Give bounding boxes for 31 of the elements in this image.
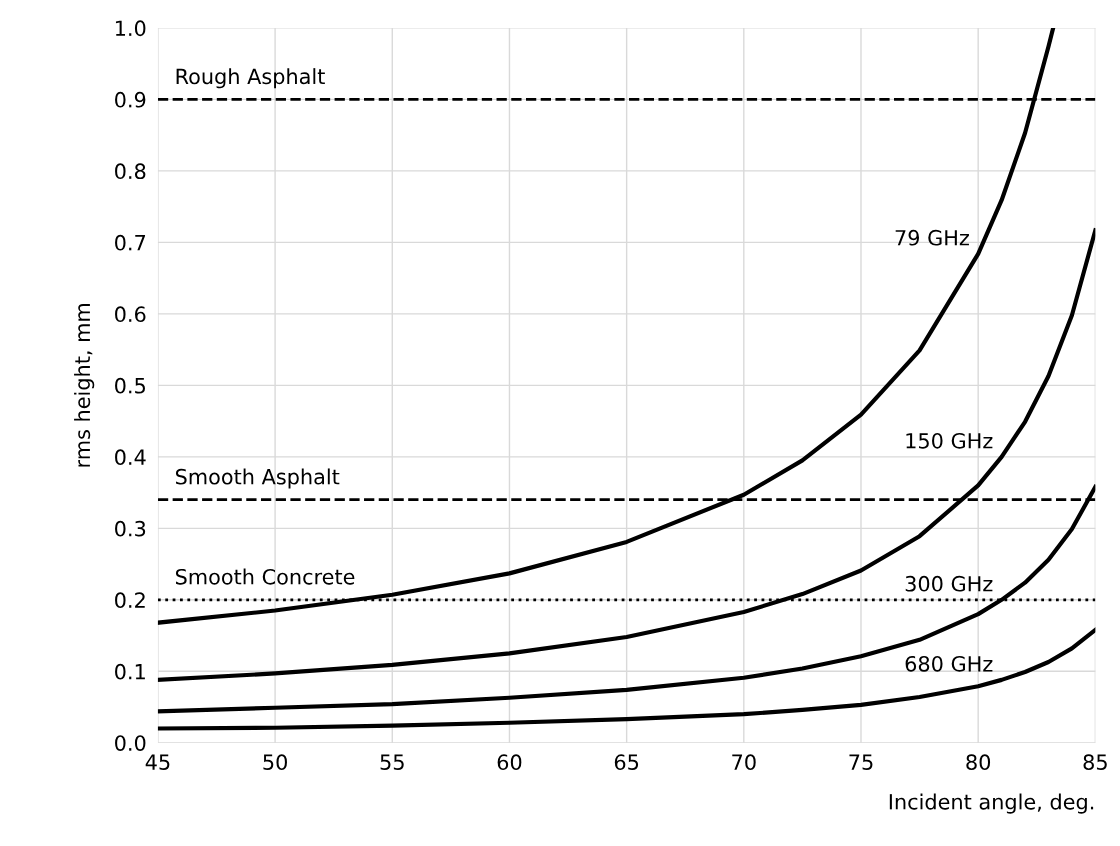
x-tick-label: 50 <box>263 754 287 771</box>
series-label: 150 GHz <box>906 432 993 449</box>
y-tick-label: 0.0 <box>115 735 146 751</box>
y-tick-label: 0.4 <box>115 449 146 466</box>
y-tick-label: 0.2 <box>115 592 145 609</box>
x-tick-label: 55 <box>380 754 404 771</box>
x-tick-label: 85 <box>1083 754 1107 771</box>
ref-line-label: Rough Asphalt <box>176 68 325 89</box>
y-axis-title: rms height, mm <box>74 304 95 467</box>
x-tick-label: 75 <box>849 754 873 771</box>
line-series <box>157 627 1096 731</box>
x-axis-title: Incident angle, deg. <box>889 793 1094 814</box>
x-tick-label: 65 <box>614 754 639 771</box>
y-tick-label: 0.8 <box>115 163 146 180</box>
x-tick-label: 45 <box>145 754 170 771</box>
series-label: 79 GHz <box>895 229 969 246</box>
x-tick-label: 70 <box>732 754 756 771</box>
x-tick-label: 80 <box>966 754 991 771</box>
line-series <box>157 228 1096 682</box>
series-label: 300 GHz <box>905 575 993 592</box>
x-tick-label: 60 <box>497 754 522 771</box>
y-tick-label: 0.1 <box>115 663 145 680</box>
y-tick-label: 0.7 <box>115 234 146 251</box>
ref-line-label: Smooth Concrete <box>175 568 355 585</box>
series-label: 680 GHz <box>905 655 993 672</box>
y-tick-label: 0.5 <box>115 377 145 394</box>
y-tick-label: 1.0 <box>115 20 146 37</box>
y-tick-label: 0.9 <box>115 91 146 108</box>
ref-line-label: Smooth Asphalt <box>175 468 340 489</box>
y-tick-label: 0.3 <box>115 520 146 537</box>
y-tick-label: 0.6 <box>115 306 146 323</box>
